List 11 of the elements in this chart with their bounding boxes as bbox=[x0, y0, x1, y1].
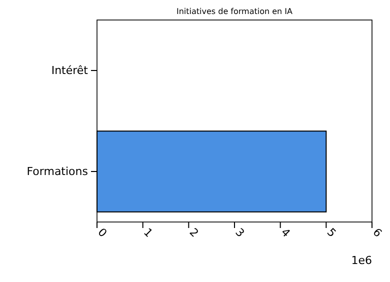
x-tick-label: 1 bbox=[141, 226, 156, 240]
x-tick-label: 0 bbox=[95, 226, 110, 240]
x-tick-label: 3 bbox=[232, 226, 247, 240]
x-tick-label: 5 bbox=[324, 226, 339, 240]
y-tick-label: Intérêt bbox=[51, 64, 89, 78]
x-tick-label: 6 bbox=[370, 226, 384, 240]
text: 1e6 bbox=[351, 254, 372, 267]
y-tick-label: Formations bbox=[26, 165, 88, 178]
x-tick-label: 4 bbox=[278, 226, 293, 240]
x-tick-label: 2 bbox=[186, 226, 202, 240]
chart-title: Initiatives de formation en IA bbox=[176, 7, 294, 16]
